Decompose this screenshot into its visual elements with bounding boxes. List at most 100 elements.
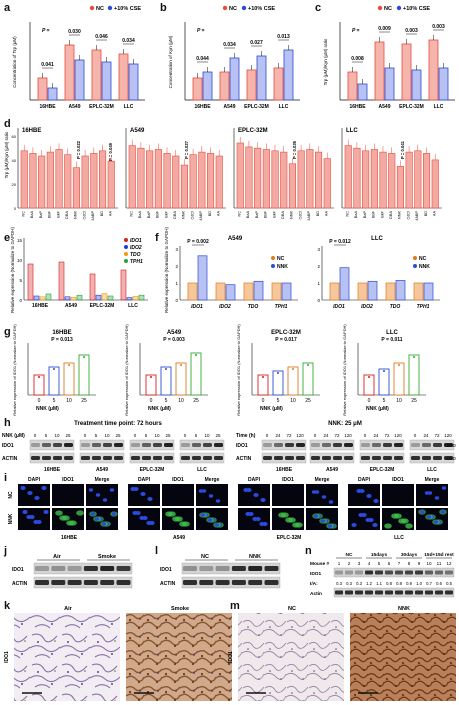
band bbox=[405, 590, 413, 595]
p-value: P = 0.003 bbox=[163, 337, 185, 343]
bar bbox=[120, 269, 127, 301]
nucleus bbox=[43, 510, 49, 514]
treatment-label: NNK bbox=[74, 211, 78, 219]
band bbox=[355, 590, 363, 595]
lane-label: 5 bbox=[145, 433, 148, 438]
nucleus bbox=[321, 495, 327, 499]
panel-j-blots: Air Smoke IDO1 ACTIN bbox=[12, 554, 133, 589]
cell-label: 16HBE bbox=[32, 303, 49, 309]
bar bbox=[78, 354, 90, 396]
ratio-value: 0.6 bbox=[436, 581, 442, 586]
mouse-number: 3 bbox=[358, 561, 361, 566]
p-value: 0.046 bbox=[95, 34, 108, 40]
ido1-signal bbox=[172, 516, 180, 522]
bar bbox=[288, 163, 297, 209]
nucleus bbox=[440, 510, 446, 514]
lane-label: 72 bbox=[286, 433, 292, 438]
cell-label: 16HBE bbox=[276, 467, 293, 473]
group-label: Air bbox=[53, 554, 62, 560]
panel-b-chart: Concentration of Kyn (μM) 0.044 16HBE 0.03… bbox=[168, 5, 300, 110]
band bbox=[311, 443, 320, 447]
treatment-label: BaP bbox=[363, 211, 367, 219]
p-value: 0.009 bbox=[378, 26, 391, 32]
nucleus bbox=[27, 491, 33, 495]
bar-nc bbox=[347, 71, 358, 101]
nucleus bbox=[433, 520, 439, 524]
band bbox=[51, 580, 66, 585]
p-value: 0.041 bbox=[41, 62, 54, 68]
cell-label: 16HBE bbox=[44, 467, 61, 473]
lane-label: 0 bbox=[314, 433, 317, 438]
bar bbox=[172, 155, 180, 209]
bar-nnk bbox=[225, 284, 236, 301]
xtick: 0 bbox=[368, 398, 371, 404]
lane-label: 0 bbox=[84, 433, 87, 438]
xtick: 0 bbox=[150, 398, 153, 404]
bar-cse bbox=[74, 59, 85, 101]
treatment-label: NC bbox=[22, 211, 26, 217]
band bbox=[263, 443, 272, 447]
ido1-signal bbox=[405, 523, 413, 529]
gene-label: IDO2 bbox=[219, 304, 231, 310]
row-label: ACTIN bbox=[236, 456, 252, 462]
xtick: 25 bbox=[411, 398, 417, 404]
row-label: IDO1 bbox=[236, 443, 248, 449]
ratio-value: 1.2 bbox=[366, 581, 372, 586]
cell-label: LLC bbox=[434, 104, 444, 110]
ido1-signal bbox=[292, 522, 300, 528]
band bbox=[433, 456, 442, 460]
point bbox=[307, 364, 309, 366]
group-label: 15d+15d rest bbox=[424, 552, 454, 558]
bar-nnk bbox=[395, 280, 406, 301]
band bbox=[415, 570, 423, 575]
xtick: 25 bbox=[305, 398, 311, 404]
nucleus bbox=[109, 488, 115, 492]
blot bbox=[333, 567, 455, 578]
subpanel-title: LLC bbox=[386, 330, 398, 336]
cell-label: EPLC-32M bbox=[89, 104, 114, 110]
lane-label: 10 bbox=[154, 433, 160, 438]
lane-label: 10 bbox=[54, 433, 60, 438]
band bbox=[83, 580, 98, 585]
bar bbox=[48, 366, 60, 396]
lane-label: 25 bbox=[215, 433, 221, 438]
gene-label: IDO1 bbox=[333, 304, 345, 310]
microscopy-tile bbox=[306, 484, 338, 506]
h-title-right: NNK: 25 μM bbox=[328, 421, 362, 427]
lane-label: 10 bbox=[204, 433, 210, 438]
treatment-label: NNK bbox=[182, 211, 186, 219]
band bbox=[433, 443, 442, 447]
xtick: 5 bbox=[165, 398, 168, 404]
p-value: P = 0.022 bbox=[76, 140, 81, 159]
point bbox=[83, 356, 85, 358]
panel-a-chart: Concentration of Trp (μM) 0.041 16HBE 0.03… bbox=[12, 5, 145, 110]
panel-a-bars: 0.041 16HBE 0.030 A549 0.046 EPLC-32M 0.034 LLC… bbox=[37, 28, 139, 110]
ihc-image bbox=[126, 613, 232, 701]
mouse-label: Mouse # bbox=[310, 561, 330, 567]
band bbox=[311, 456, 320, 460]
tick-label: 0 bbox=[19, 298, 22, 303]
treatment-label: BaA bbox=[246, 211, 250, 219]
subpanel-title: LLC bbox=[371, 236, 383, 242]
band bbox=[335, 590, 343, 595]
mouse-number: 2 bbox=[348, 561, 351, 566]
legend-cse: +10% CSE bbox=[114, 6, 141, 12]
treatment-label: AA bbox=[325, 211, 329, 217]
xtick: 0 bbox=[38, 398, 41, 404]
panel-label-g: g bbox=[4, 326, 11, 338]
ratio-value: 0.5 bbox=[446, 581, 452, 586]
bar bbox=[314, 151, 323, 209]
nucleus bbox=[358, 513, 364, 517]
ihc-image bbox=[350, 613, 456, 701]
panel-m-ihc: NC NNK IDO1 bbox=[228, 606, 456, 701]
band bbox=[51, 566, 66, 571]
bar bbox=[215, 155, 223, 209]
blot-actin bbox=[79, 452, 125, 464]
xtick: 10 bbox=[396, 398, 402, 404]
tick-label: 1 bbox=[175, 281, 178, 286]
legend-label: NC bbox=[277, 256, 285, 262]
blot-ido1 bbox=[29, 439, 75, 451]
xlabel: NNK (μM) bbox=[148, 406, 171, 412]
bar bbox=[405, 151, 413, 209]
mouse-number: 7 bbox=[398, 561, 401, 566]
